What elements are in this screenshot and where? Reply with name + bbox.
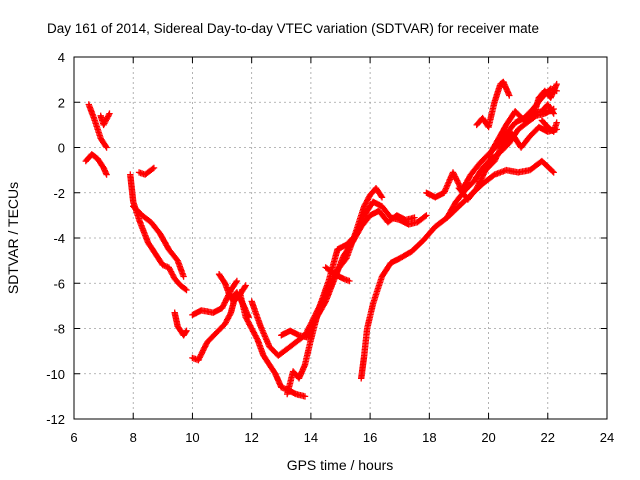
marker-path: [130, 203, 187, 280]
series-track-6: [130, 203, 187, 280]
x-tick-label: 16: [363, 430, 377, 445]
y-tick-label: 4: [58, 50, 65, 65]
marker-path: [97, 110, 113, 129]
series-track-20: [473, 78, 513, 131]
marker-path: [284, 198, 430, 398]
marker-path: [529, 80, 560, 122]
y-tick-label: 0: [58, 141, 65, 156]
x-tick-label: 14: [304, 430, 318, 445]
marker-path: [455, 123, 560, 203]
series-track-21: [485, 101, 557, 160]
series-track-7: [171, 309, 190, 339]
y-tick-label: -10: [46, 367, 65, 382]
x-tick-label: 12: [244, 430, 258, 445]
series-track-23: [538, 117, 560, 135]
x-tick-label: 18: [422, 430, 436, 445]
marker-path: [85, 101, 110, 151]
x-tick-label: 10: [185, 430, 199, 445]
y-tick-label: -6: [53, 276, 65, 291]
marker-path: [278, 207, 418, 341]
y-tick-label: -2: [53, 186, 65, 201]
marker-path: [538, 117, 560, 135]
marker-path: [473, 78, 513, 131]
series-track-22: [529, 80, 560, 122]
series-track-4: [135, 164, 158, 178]
x-tick-label: 20: [481, 430, 495, 445]
series-track-1: [82, 151, 110, 178]
series-track-13: [278, 207, 418, 341]
y-tick-label: -12: [46, 412, 65, 427]
x-tick-label: 8: [130, 430, 137, 445]
y-tick-label: 2: [58, 95, 65, 110]
x-tick-label: 6: [70, 430, 77, 445]
marker-path: [485, 101, 557, 160]
series-track-16: [358, 157, 557, 382]
y-axis-title: SDTVAR / TECUs: [5, 182, 21, 294]
series-track-19: [455, 123, 560, 203]
x-tick-label: 22: [541, 430, 555, 445]
x-axis-title: GPS time / hours: [287, 457, 394, 473]
y-tick-label: -4: [53, 231, 65, 246]
data-layer: [82, 78, 560, 400]
plot-frame: [73, 56, 608, 420]
chart-title: Day 161 of 2014, Sidereal Day-to-day VTE…: [47, 21, 539, 36]
series-track-2: [85, 101, 110, 151]
marker-path: [82, 151, 110, 178]
series-track-15: [322, 264, 353, 285]
series-track-11: [236, 289, 309, 400]
y-tick-label: -8: [53, 322, 65, 337]
marker-path: [358, 157, 557, 382]
marker-path: [236, 289, 309, 400]
marker-path: [322, 264, 353, 285]
series-track-3: [97, 110, 113, 129]
series-track-14: [284, 198, 430, 398]
marker-path: [135, 164, 158, 178]
grid-layer: [74, 57, 607, 419]
x-tick-label: 24: [600, 430, 614, 445]
marker-path: [171, 309, 190, 339]
